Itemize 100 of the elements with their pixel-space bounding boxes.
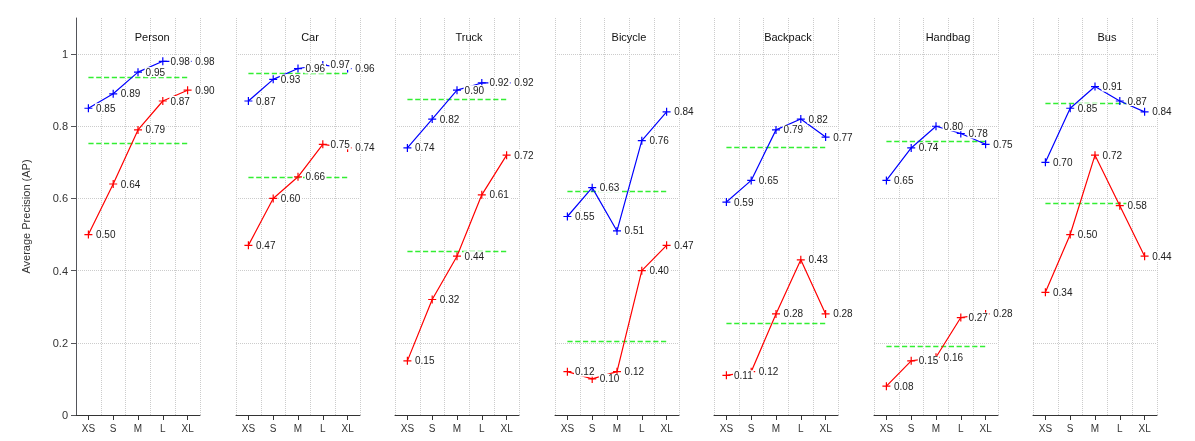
- data-label: 0.87: [255, 95, 276, 107]
- x-tick-label: L: [638, 422, 645, 434]
- x-tick-label: XS: [720, 422, 734, 434]
- x-tick-label: M: [931, 422, 941, 434]
- x-tick-label: L: [160, 422, 167, 434]
- x-tick-label: L: [319, 422, 326, 434]
- data-label: 0.32: [439, 294, 460, 306]
- x-tick-label: S: [429, 422, 436, 434]
- data-label: 0.65: [893, 174, 914, 186]
- data-label: 0.90: [195, 84, 216, 96]
- x-tick-label: S: [109, 422, 117, 434]
- x-tick-label: S: [907, 422, 915, 434]
- data-label: 0.92: [489, 77, 510, 89]
- data-label: 0.82: [808, 113, 829, 125]
- data-label: 0.95: [145, 66, 166, 78]
- data-label: 0.61: [489, 189, 510, 201]
- data-label: 0.72: [514, 149, 535, 161]
- data-label: 0.87: [1127, 95, 1148, 107]
- data-label: 0.76: [649, 135, 669, 147]
- data-label: 0.77: [833, 131, 854, 143]
- data-label: 0.27: [968, 312, 989, 324]
- data-label: 0.92: [514, 77, 535, 89]
- data-label: 0.28: [993, 308, 1013, 320]
- data-label: 0.64: [120, 178, 141, 190]
- y-tick-label: 0.2: [52, 336, 68, 349]
- data-label: 0.93: [280, 73, 301, 85]
- data-label: 0.74: [918, 142, 939, 154]
- x-tick-label: XS: [400, 422, 415, 434]
- data-label: 0.47: [255, 239, 276, 251]
- x-tick-label: L: [798, 422, 805, 434]
- text: Truck: [455, 30, 484, 43]
- x-tick-label: S: [588, 422, 596, 434]
- x-tick-label: M: [1091, 422, 1100, 434]
- y-tick-label: 0.6: [52, 192, 68, 205]
- x-tick-label: S: [269, 422, 277, 434]
- x-tick-label: XS: [241, 422, 255, 434]
- data-label: 0.60: [280, 192, 301, 204]
- text: Person: [134, 30, 170, 43]
- text: Backpack: [764, 30, 813, 43]
- y-tick-label: 1: [61, 48, 68, 61]
- data-label: 0.12: [624, 366, 645, 378]
- data-label: 0.66: [305, 171, 326, 183]
- x-tick-label: XL: [660, 422, 673, 434]
- data-label: 0.97: [329, 59, 350, 71]
- data-label: 0.79: [783, 124, 804, 136]
- data-label: 0.70: [1053, 156, 1074, 168]
- x-tick-label: S: [748, 422, 756, 434]
- data-label: 0.44: [1152, 250, 1173, 262]
- x-tick-label: XS: [560, 422, 575, 434]
- data-label: 0.87: [170, 95, 191, 107]
- data-label: 0.65: [759, 174, 779, 186]
- data-label: 0.34: [1053, 286, 1074, 298]
- data-label: 0.78: [968, 127, 989, 139]
- data-label: 0.79: [145, 124, 166, 136]
- y-tick-label: 0.4: [52, 264, 68, 277]
- data-label: 0.96: [305, 63, 326, 75]
- data-label: 0.43: [808, 254, 829, 266]
- x-tick-label: L: [479, 422, 486, 434]
- data-label: 0.58: [1127, 200, 1148, 212]
- data-label: 0.91: [1103, 81, 1123, 93]
- data-label: 0.80: [943, 120, 964, 132]
- data-label: 0.75: [329, 138, 350, 150]
- data-label: 0.85: [96, 102, 116, 114]
- x-tick-label: M: [772, 422, 781, 434]
- text: Car: [300, 30, 319, 43]
- data-label: 0.28: [833, 308, 854, 320]
- data-label: 0.51: [624, 225, 645, 237]
- data-label: 0.84: [1152, 106, 1173, 118]
- data-label: 0.90: [464, 84, 485, 96]
- text: Bus: [1097, 30, 1118, 43]
- y-tick-label: 0: [61, 409, 68, 421]
- data-label: 0.59: [734, 196, 755, 208]
- x-tick-label: XS: [81, 422, 96, 434]
- data-label: 0.08: [893, 380, 914, 392]
- data-label: 0.50: [1078, 229, 1099, 241]
- data-label: 0.72: [1103, 149, 1123, 161]
- data-label: 0.40: [649, 265, 669, 277]
- data-label: 0.10: [599, 373, 620, 385]
- x-tick-label: XL: [1138, 422, 1152, 434]
- x-tick-label: L: [957, 422, 964, 434]
- data-label: 0.89: [120, 88, 141, 100]
- data-label: 0.11: [734, 369, 754, 381]
- data-label: 0.74: [354, 142, 375, 154]
- data-label: 0.12: [574, 366, 595, 378]
- x-tick-label: M: [452, 422, 462, 434]
- data-label: 0.98: [195, 55, 216, 67]
- x-tick-label: M: [293, 422, 302, 434]
- text: Handbag: [925, 30, 971, 43]
- x-tick-label: XL: [979, 422, 992, 434]
- data-label: 0.28: [783, 308, 804, 320]
- data-label: 0.44: [464, 250, 485, 262]
- x-tick-label: XL: [500, 422, 514, 434]
- data-label: 0.75: [993, 138, 1013, 150]
- text: Bicycle: [611, 30, 647, 43]
- data-label: 0.82: [439, 113, 460, 125]
- x-tick-label: XL: [341, 422, 354, 434]
- x-tick-label: XL: [819, 422, 833, 434]
- data-label: 0.15: [918, 355, 939, 367]
- data-label: 0.50: [96, 229, 116, 241]
- x-tick-label: L: [1117, 422, 1124, 434]
